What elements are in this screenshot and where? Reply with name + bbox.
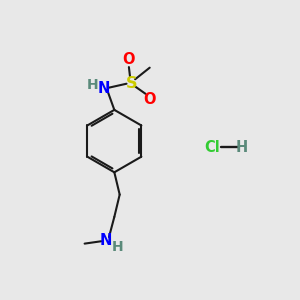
Text: Cl: Cl	[205, 140, 220, 154]
Text: O: O	[123, 52, 135, 68]
Text: S: S	[125, 76, 137, 91]
Text: H: H	[236, 140, 248, 154]
Text: N: N	[100, 232, 112, 247]
Text: N: N	[98, 81, 110, 96]
Text: O: O	[143, 92, 156, 107]
Text: H: H	[87, 78, 98, 92]
Text: H: H	[112, 240, 123, 254]
